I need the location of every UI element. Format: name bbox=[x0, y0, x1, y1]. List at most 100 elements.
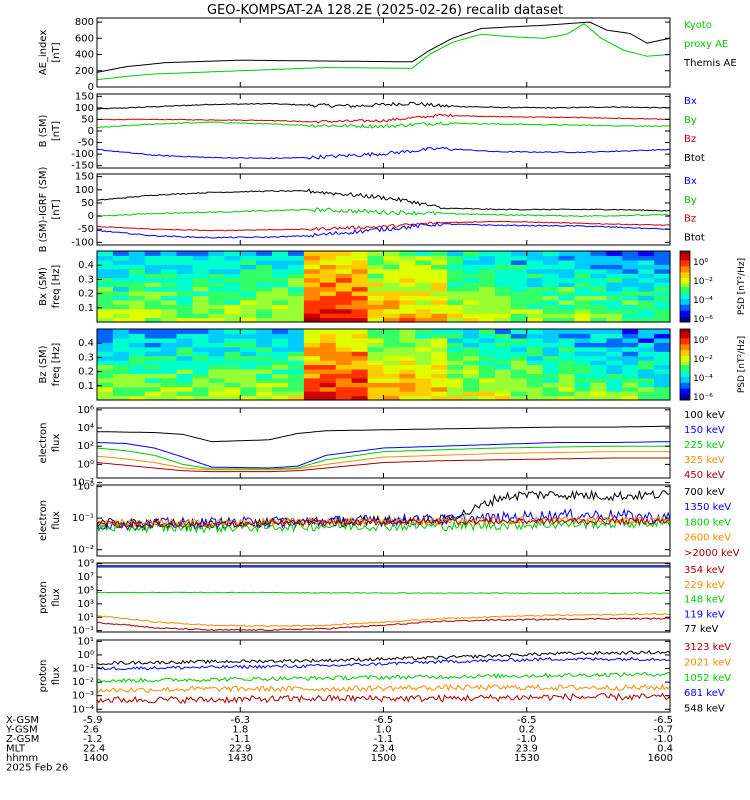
spectrogram-cell bbox=[128, 360, 146, 366]
spectrogram-cell bbox=[415, 317, 432, 323]
panel-frame bbox=[96, 562, 671, 633]
legend-item: 700 keV bbox=[684, 487, 725, 498]
spectrogram-cell bbox=[192, 259, 210, 265]
ylabel: freq [Hz] bbox=[51, 265, 62, 309]
spectrogram-cell bbox=[335, 377, 353, 383]
spectrogram-cell bbox=[399, 355, 416, 361]
spectrogram-cell bbox=[288, 391, 305, 397]
spectrogram-cell bbox=[463, 255, 480, 261]
colorbar-segment bbox=[680, 364, 690, 368]
spectrogram-cell bbox=[144, 313, 162, 319]
spectrogram-cell bbox=[319, 391, 337, 397]
spectrogram-cell bbox=[622, 277, 639, 283]
spectrogram-cell bbox=[574, 377, 592, 383]
spectrogram-cell bbox=[208, 251, 225, 257]
spectrogram-cell bbox=[415, 333, 432, 339]
spectrogram-cell bbox=[622, 308, 639, 314]
spectrogram-cell bbox=[319, 337, 337, 343]
spectrogram-cell bbox=[303, 273, 321, 279]
spectrogram-cell bbox=[303, 386, 321, 392]
spectrogram-cell bbox=[160, 264, 178, 270]
colorbar-segment bbox=[680, 304, 690, 308]
spectrogram-cell bbox=[606, 313, 623, 319]
footer-value: -0.7 bbox=[653, 725, 673, 736]
spectrogram-cell bbox=[208, 264, 225, 270]
spectrogram-cell bbox=[431, 317, 448, 323]
spectrogram-cell bbox=[335, 329, 353, 335]
spectrogram-cell bbox=[144, 290, 162, 296]
spectrogram-cell bbox=[558, 282, 576, 288]
spectrogram-cell bbox=[192, 299, 210, 305]
spectrogram-cell bbox=[494, 277, 512, 283]
spectrogram-cell bbox=[654, 386, 671, 392]
spectrogram-cell bbox=[176, 373, 194, 379]
colorbar-segment bbox=[680, 379, 690, 383]
panel-b_sm_igrf: B (SM)-IGRF (SM) [nT] -100 -50 0 50 100 150 Bx By… bbox=[38, 167, 705, 253]
spectrogram-cell bbox=[144, 299, 162, 305]
spectrogram-cell bbox=[335, 277, 353, 283]
spectrogram-cell bbox=[415, 268, 432, 274]
spectrogram-cell bbox=[415, 259, 432, 265]
spectrogram-cell bbox=[479, 391, 496, 397]
spectrogram-cell bbox=[622, 333, 639, 339]
spectrogram-cell bbox=[208, 290, 225, 296]
spectrogram-cell bbox=[494, 373, 512, 379]
spectrogram-cell bbox=[160, 317, 178, 323]
spectrogram-cell bbox=[256, 351, 273, 357]
spectrogram-cell bbox=[510, 308, 528, 314]
spectrogram-cell bbox=[654, 282, 671, 288]
spectrogram-cell bbox=[447, 368, 464, 374]
spectrogram-cell bbox=[335, 386, 353, 392]
spectrogram-cell bbox=[463, 273, 480, 279]
spectrogram-cell bbox=[654, 368, 671, 374]
spectrogram-cell bbox=[351, 259, 369, 265]
series-line bbox=[96, 101, 671, 110]
series-line bbox=[96, 220, 671, 232]
spectrogram-cell bbox=[463, 337, 480, 343]
footer-value: 1530 bbox=[514, 753, 539, 764]
spectrogram-cell bbox=[303, 277, 321, 283]
colorbar-segment bbox=[680, 319, 690, 323]
spectrogram-cell bbox=[431, 251, 448, 257]
spectrogram-cell bbox=[240, 346, 257, 352]
spectrogram-cell bbox=[128, 391, 146, 397]
spectrogram-cell bbox=[590, 391, 607, 397]
spectrogram-cell bbox=[431, 273, 448, 279]
spectrogram-cell bbox=[176, 286, 194, 292]
spectrogram-cell bbox=[351, 290, 369, 296]
spectrogram-cell bbox=[638, 377, 655, 383]
spectrogram-cell bbox=[288, 299, 305, 305]
spectrogram-cell bbox=[240, 317, 257, 323]
spectrogram-cell bbox=[383, 386, 401, 392]
ylabel: AE_index bbox=[38, 30, 49, 76]
spectrogram-cell bbox=[622, 391, 639, 397]
spectrogram-cell bbox=[494, 377, 512, 383]
spectrogram-cell bbox=[335, 391, 353, 397]
spectrogram-cell bbox=[654, 286, 671, 292]
spectrogram-cell bbox=[399, 290, 416, 296]
spectrogram-cell bbox=[654, 342, 671, 348]
spectrogram-cell bbox=[112, 346, 130, 352]
spectrogram-cell bbox=[351, 351, 369, 357]
series-line bbox=[97, 683, 671, 693]
spectrogram-cell bbox=[176, 386, 194, 392]
spectrogram-cell bbox=[303, 259, 321, 265]
spectrogram-cell bbox=[606, 373, 623, 379]
spectrogram-cell bbox=[606, 273, 623, 279]
spectrogram-cell bbox=[542, 333, 560, 339]
footer-value: 0.4 bbox=[657, 744, 673, 755]
spectrogram-cell bbox=[399, 317, 416, 323]
spectrogram-cell bbox=[606, 286, 623, 292]
spectrogram-cell bbox=[240, 395, 257, 401]
spectrogram-cell bbox=[272, 268, 289, 274]
spectrogram-cell bbox=[351, 386, 369, 392]
spectrogram-cell bbox=[494, 295, 512, 301]
spectrogram-cell bbox=[479, 337, 496, 343]
spectrogram-cell bbox=[447, 360, 464, 366]
spectrogram-cell bbox=[542, 286, 560, 292]
spectrogram-cell bbox=[654, 395, 671, 401]
legend-item: 3123 keV bbox=[684, 642, 731, 653]
spectrogram-cell bbox=[319, 346, 337, 352]
spectrogram-cell bbox=[383, 360, 401, 366]
spectrogram-cell bbox=[383, 286, 401, 292]
